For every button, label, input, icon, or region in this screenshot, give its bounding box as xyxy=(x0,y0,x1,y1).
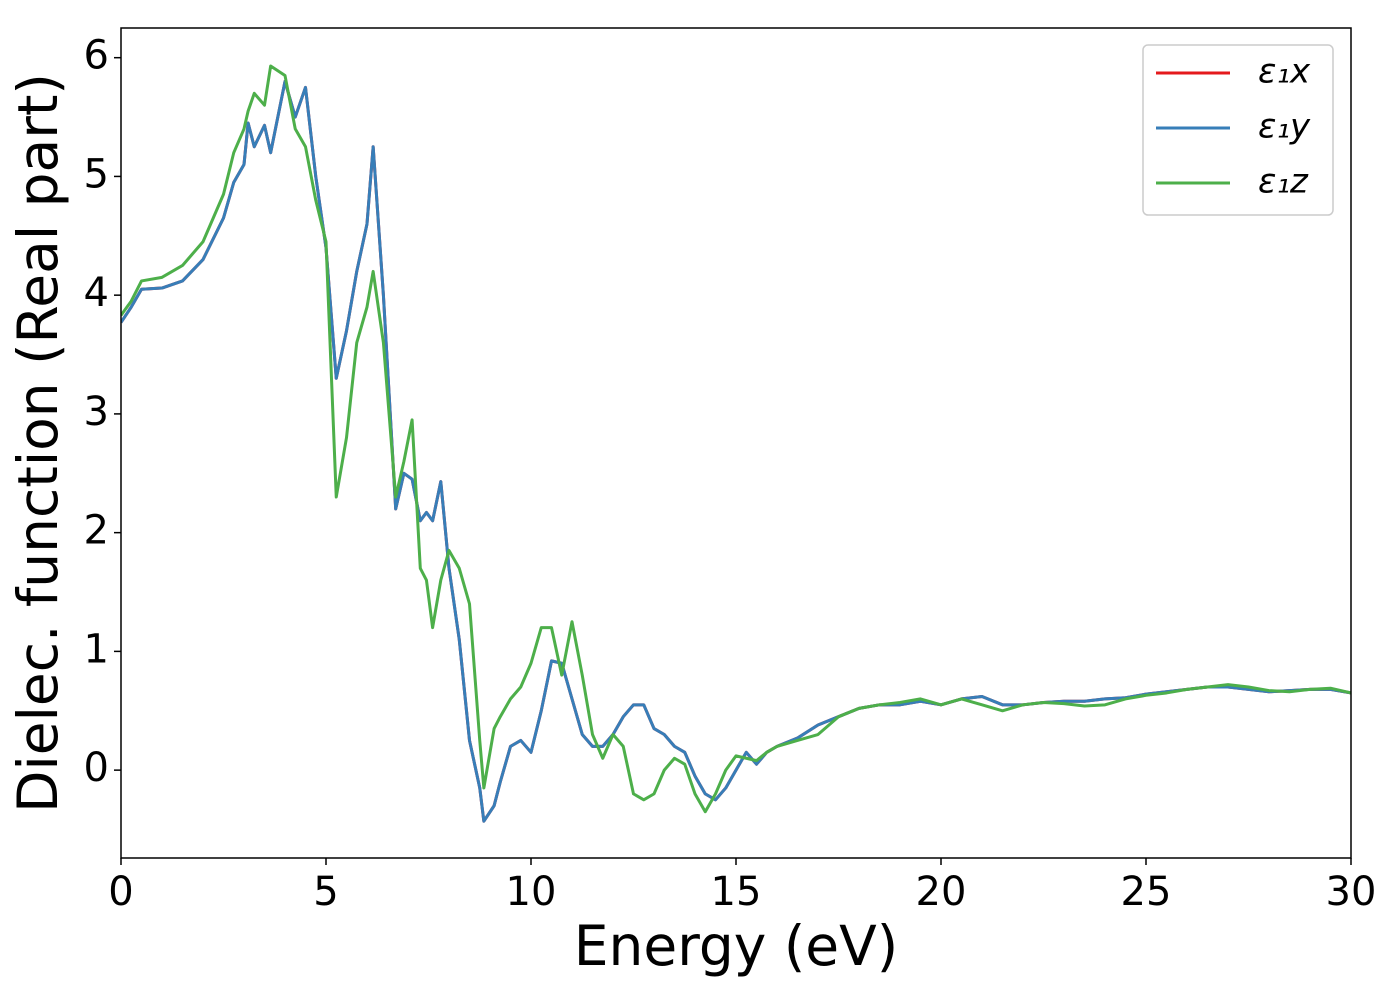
y-tick-label: 3 xyxy=(84,389,109,435)
x-tick-label: 15 xyxy=(711,869,762,915)
y-tick-label: 5 xyxy=(84,151,109,197)
legend-label: ε₁y xyxy=(1258,107,1311,147)
legend-label: ε₁x xyxy=(1258,52,1311,92)
y-tick-label: 2 xyxy=(84,508,109,554)
plot-frame xyxy=(120,27,1352,859)
y-axis-label: Dielec. function (Real part) xyxy=(6,73,70,813)
x-tick-label: 25 xyxy=(1121,869,1172,915)
x-tick-label: 0 xyxy=(108,869,133,915)
x-tick-label: 20 xyxy=(916,869,967,915)
legend-box xyxy=(1142,44,1334,216)
x-axis-label: Energy (eV) xyxy=(574,914,898,978)
y-tick-label: 1 xyxy=(84,626,109,672)
y-tick-label: 6 xyxy=(84,33,109,79)
x-tick-label: 30 xyxy=(1326,869,1377,915)
y-tick-label: 0 xyxy=(84,745,109,791)
series-line xyxy=(121,64,1351,814)
x-tick-label: 10 xyxy=(506,869,557,915)
y-tick-label: 4 xyxy=(84,270,109,316)
x-tick-label: 5 xyxy=(313,869,338,915)
legend-label: ε₁z xyxy=(1258,162,1309,202)
